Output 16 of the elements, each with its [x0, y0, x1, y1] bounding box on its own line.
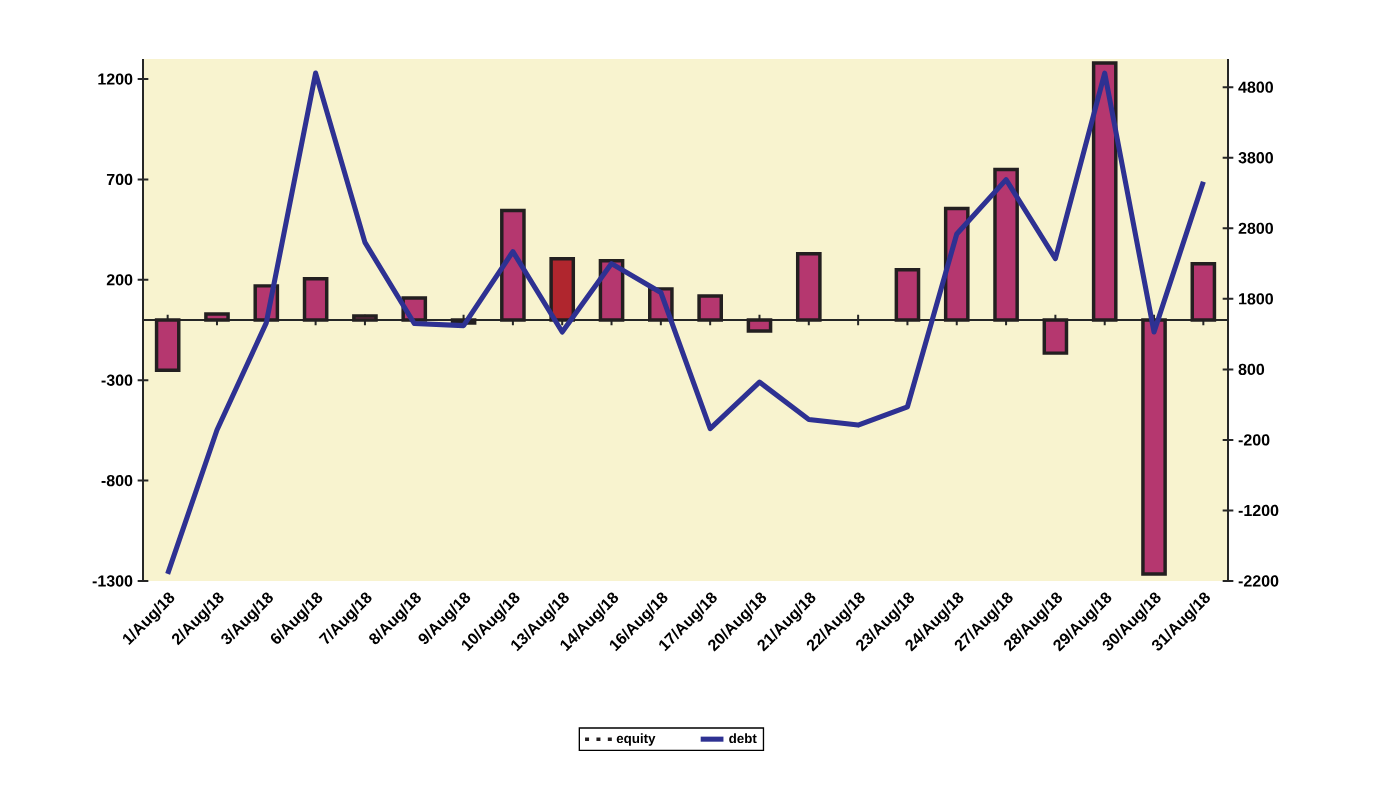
y2-tick-label: 800 — [1238, 363, 1265, 376]
y2-tick-label: 4800 — [1238, 81, 1273, 93]
y2-tick-label: -2200 — [1238, 575, 1279, 587]
y-tick-label: 700 — [106, 173, 133, 186]
y2-tick-label: -1200 — [1238, 504, 1279, 517]
y-tick-label: -300 — [101, 374, 133, 386]
y2-tick-label: -200 — [1238, 434, 1270, 446]
legend-label: debt — [729, 733, 757, 744]
y-tick-label: 200 — [106, 274, 133, 286]
y2-tick-label: 2800 — [1238, 222, 1273, 234]
y-tick-label: -1300 — [92, 575, 133, 587]
y-tick-label: 1200 — [98, 73, 133, 85]
y2-tick-label: 3800 — [1238, 152, 1273, 164]
legend-label: equity — [616, 733, 656, 746]
y-tick-label: -800 — [101, 474, 133, 487]
y2-tick-label: 1800 — [1239, 293, 1273, 305]
